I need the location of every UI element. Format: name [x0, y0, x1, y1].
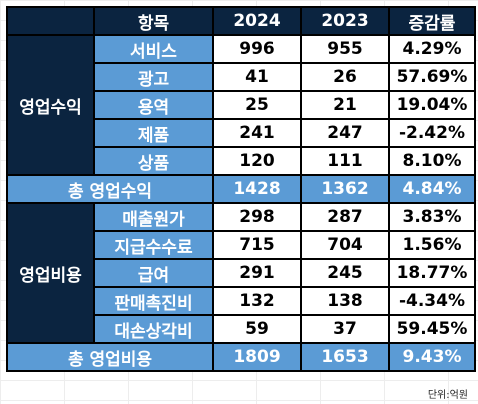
- rate-cell[interactable]: 4.29%: [388, 34, 476, 64]
- group-label-cell[interactable]: 영업비용: [6, 202, 95, 344]
- header-item-cell[interactable]: 항목: [93, 6, 214, 36]
- table-row: 제품 241 247 -2.42%: [7, 118, 476, 148]
- value-2023-cell[interactable]: 287: [300, 202, 390, 232]
- value-2024-cell[interactable]: 25: [212, 90, 302, 120]
- header-corner-cell[interactable]: [6, 6, 95, 36]
- rate-cell[interactable]: -4.34%: [388, 286, 476, 316]
- value-2024-cell[interactable]: 120: [212, 146, 302, 176]
- total-rate-cell[interactable]: 4.84%: [388, 174, 476, 204]
- rate-cell[interactable]: 18.77%: [388, 258, 476, 288]
- item-cell[interactable]: 상품: [93, 146, 214, 176]
- value-2024-cell[interactable]: 291: [212, 258, 302, 288]
- table-row: 광고 41 26 57.69%: [7, 62, 476, 92]
- rate-cell[interactable]: -2.42%: [388, 118, 476, 148]
- header-2024-cell[interactable]: 2024: [212, 6, 302, 36]
- table-row: 영업수익 서비스 996 955 4.29%: [6, 34, 476, 176]
- table-row: 급여 291 245 18.77%: [7, 258, 476, 288]
- value-2024-cell[interactable]: 59: [212, 314, 302, 344]
- value-2023-cell[interactable]: 37: [300, 314, 390, 344]
- item-cell[interactable]: 급여: [93, 258, 214, 288]
- value-2024-cell[interactable]: 298: [212, 202, 302, 232]
- item-cell[interactable]: 판매촉진비: [93, 286, 214, 316]
- value-2024-cell[interactable]: 41: [212, 62, 302, 92]
- total-2024-cell[interactable]: 1428: [212, 174, 302, 204]
- rate-cell[interactable]: 8.10%: [388, 146, 476, 176]
- item-cell[interactable]: 광고: [93, 62, 214, 92]
- header-2023-cell[interactable]: 2023: [300, 6, 390, 36]
- group-label-cell[interactable]: 영업수익: [6, 34, 95, 176]
- item-cell[interactable]: 지급수수료: [93, 230, 214, 260]
- value-2023-cell[interactable]: 247: [300, 118, 390, 148]
- value-2023-cell[interactable]: 21: [300, 90, 390, 120]
- value-2023-cell[interactable]: 704: [300, 230, 390, 260]
- value-2024-cell[interactable]: 715: [212, 230, 302, 260]
- rate-cell[interactable]: 3.83%: [388, 202, 476, 232]
- value-2023-cell[interactable]: 138: [300, 286, 390, 316]
- total-label-cell[interactable]: 총 영업수익: [6, 174, 214, 204]
- rate-cell[interactable]: 19.04%: [388, 90, 476, 120]
- value-2023-cell[interactable]: 111: [300, 146, 390, 176]
- total-row: 총 영업수익 1428 1362 4.84%: [6, 174, 476, 204]
- value-2023-cell[interactable]: 26: [300, 62, 390, 92]
- value-2023-cell[interactable]: 245: [300, 258, 390, 288]
- total-label-cell[interactable]: 총 영업비용: [6, 342, 214, 372]
- item-cell[interactable]: 제품: [93, 118, 214, 148]
- total-2024-cell[interactable]: 1809: [212, 342, 302, 372]
- total-row: 총 영업비용 1809 1653 9.43%: [6, 342, 476, 372]
- total-2023-cell[interactable]: 1653: [300, 342, 390, 372]
- table-row: 영업비용 매출원가 298 287 3.83%: [6, 202, 476, 344]
- total-2023-cell[interactable]: 1362: [300, 174, 390, 204]
- table-row: 지급수수료 715 704 1.56%: [7, 230, 476, 260]
- value-2024-cell[interactable]: 241: [212, 118, 302, 148]
- item-cell[interactable]: 대손상각비: [93, 314, 214, 344]
- table-row: 대손상각비 59 37 59.45%: [7, 314, 476, 344]
- item-cell[interactable]: 서비스: [93, 34, 214, 64]
- table-row: 상품 120 111 8.10%: [7, 146, 476, 176]
- total-rate-cell[interactable]: 9.43%: [388, 342, 476, 372]
- rate-cell[interactable]: 1.56%: [388, 230, 476, 260]
- value-2023-cell[interactable]: 955: [300, 34, 390, 64]
- table-row: 판매촉진비 132 138 -4.34%: [7, 286, 476, 316]
- value-2024-cell[interactable]: 996: [212, 34, 302, 64]
- value-2024-cell[interactable]: 132: [212, 286, 302, 316]
- financial-table: 항목 2024 2023 증감률 영업수익 서비스 996 955 4.29% …: [6, 6, 476, 372]
- item-cell[interactable]: 매출원가: [93, 202, 214, 232]
- header-row: 항목 2024 2023 증감률: [6, 6, 476, 36]
- table-row: 용역 25 21 19.04%: [7, 90, 476, 120]
- unit-note: 단위:억원: [427, 390, 468, 401]
- rate-cell[interactable]: 59.45%: [388, 314, 476, 344]
- item-cell[interactable]: 용역: [93, 90, 214, 120]
- rate-cell[interactable]: 57.69%: [388, 62, 476, 92]
- header-rate-cell[interactable]: 증감률: [388, 6, 476, 36]
